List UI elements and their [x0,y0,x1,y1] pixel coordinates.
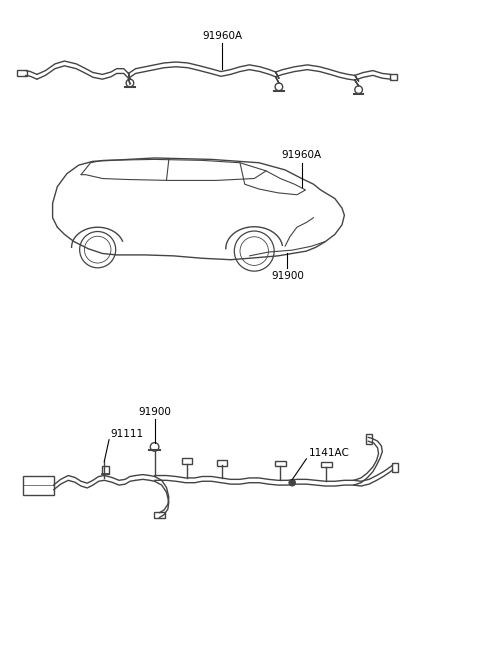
Bar [154,512,165,518]
Bar [181,458,192,464]
Text: 91111: 91111 [110,429,143,439]
Bar [17,70,26,76]
Circle shape [289,479,295,486]
Text: 91960A: 91960A [282,151,322,160]
Bar [392,463,397,472]
Text: 1141AC: 1141AC [309,448,349,458]
Bar [102,466,108,474]
Bar [217,460,227,466]
Text: 91900: 91900 [271,271,304,281]
Bar [366,434,372,445]
Bar [275,460,286,466]
Bar [23,476,54,495]
Bar [321,462,332,468]
Text: 91900: 91900 [138,407,171,417]
Text: 91960A: 91960A [202,31,242,41]
Bar [390,74,397,80]
